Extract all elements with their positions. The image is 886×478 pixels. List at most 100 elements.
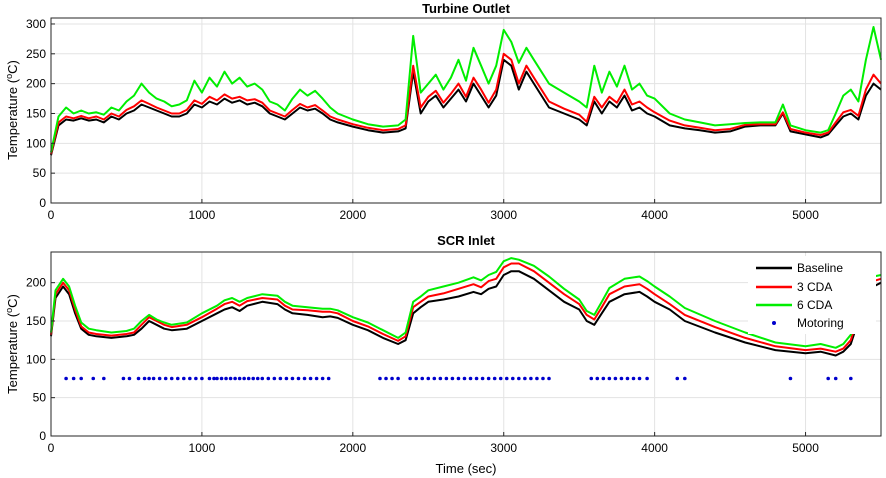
point-motoring (64, 376, 68, 381)
y-axis-label-2: Temperature (oC) (4, 294, 20, 394)
series-line-3-cda (50, 262, 882, 353)
axes-box-2 (50, 251, 882, 437)
y-tick-label: 200 (26, 276, 46, 290)
point-motoring (601, 376, 606, 381)
x-tick-label: 3000 (490, 208, 517, 222)
point-motoring (136, 376, 141, 381)
x-tick-label: 1000 (189, 441, 216, 455)
point-motoring (390, 376, 394, 381)
x-tick-label: 3000 (490, 441, 517, 455)
point-motoring (175, 376, 180, 381)
x-tick-label: 4000 (641, 208, 668, 222)
point-motoring (246, 376, 251, 381)
point-motoring (320, 376, 325, 381)
point-motoring (462, 376, 467, 381)
point-motoring (414, 376, 419, 381)
y-tick-label: 50 (33, 166, 47, 180)
point-motoring (157, 376, 162, 381)
point-motoring (420, 376, 425, 381)
point-motoring (290, 376, 295, 381)
point-motoring (79, 376, 83, 381)
point-motoring (296, 376, 301, 381)
legend: Baseline 3 CDA 6 CDA Motoring (748, 256, 876, 334)
series-line-3-cda (50, 52, 882, 155)
y-tick-label: 150 (26, 106, 46, 120)
point-motoring (788, 376, 793, 381)
point-motoring (444, 376, 449, 381)
point-motoring (102, 376, 106, 381)
series-line-6-cda (50, 257, 882, 349)
x-tick-label: 1000 (189, 208, 216, 222)
point-motoring (468, 376, 473, 381)
y-tick-label: 250 (26, 47, 46, 61)
point-motoring (284, 376, 289, 381)
point-motoring (432, 376, 437, 381)
point-motoring (151, 376, 156, 381)
point-motoring (147, 376, 151, 381)
point-motoring (308, 376, 313, 381)
point-motoring (474, 376, 479, 381)
plot-area-1 (51, 18, 881, 203)
point-motoring (384, 376, 388, 381)
point-motoring (637, 376, 642, 381)
y-tick-label: 50 (33, 391, 47, 405)
ticks-2: 0 1000 2000 3000 4000 5000 0 50 100 150 200 (26, 276, 819, 455)
point-motoring (278, 376, 283, 381)
point-motoring (255, 376, 260, 381)
y-tick-label: 100 (26, 352, 46, 366)
y-tick-label: 0 (39, 196, 46, 210)
legend-label-motoring: Motoring (797, 316, 844, 330)
x-tick-label: 5000 (792, 441, 819, 455)
point-motoring (849, 376, 853, 381)
point-motoring (607, 376, 612, 381)
y-tick-label: 300 (26, 17, 46, 31)
legend-label-6cda: 6 CDA (797, 298, 832, 312)
point-motoring (396, 376, 400, 381)
axes-box-1 (50, 17, 882, 204)
point-motoring (212, 376, 216, 381)
point-motoring (260, 376, 265, 381)
point-motoring (242, 376, 246, 381)
legend-label-3cda: 3 CDA (797, 280, 832, 294)
point-motoring (169, 376, 174, 381)
point-motoring (121, 376, 126, 381)
series-line-baseline (50, 270, 882, 357)
point-motoring (326, 376, 331, 381)
chart-title-2: SCR Inlet (437, 233, 495, 248)
point-motoring (408, 376, 412, 381)
point-motoring (826, 376, 830, 381)
x-tick-label: 0 (48, 441, 55, 455)
point-motoring (182, 376, 186, 381)
y-tick-label: 200 (26, 77, 46, 91)
point-motoring (613, 376, 618, 381)
point-motoring (251, 376, 256, 381)
point-motoring (142, 376, 147, 381)
point-motoring (233, 376, 237, 381)
x-axis-label: Time (sec) (436, 461, 497, 476)
point-motoring (547, 376, 551, 381)
point-motoring (492, 376, 497, 381)
point-motoring (188, 376, 192, 381)
point-motoring (163, 376, 168, 381)
x-tick-label: 2000 (339, 208, 366, 222)
point-motoring (504, 376, 509, 381)
point-motoring (237, 376, 242, 381)
legend-marker-motoring (772, 321, 776, 325)
point-motoring (595, 376, 600, 381)
point-motoring (529, 376, 533, 381)
point-motoring (302, 376, 307, 381)
point-motoring (625, 376, 630, 381)
ticks-1: 0 1000 2000 3000 4000 5000 0 50 100 150 200 250 300 (26, 17, 819, 222)
point-motoring (619, 376, 624, 381)
point-motoring (535, 376, 539, 381)
point-motoring (266, 376, 271, 381)
point-motoring (456, 376, 461, 381)
series-line-baseline (50, 58, 882, 156)
point-motoring (480, 376, 485, 381)
point-motoring (71, 376, 76, 381)
point-motoring (272, 376, 277, 381)
legend-label-baseline: Baseline (797, 261, 843, 275)
point-motoring (426, 376, 431, 381)
point-motoring (450, 376, 455, 381)
